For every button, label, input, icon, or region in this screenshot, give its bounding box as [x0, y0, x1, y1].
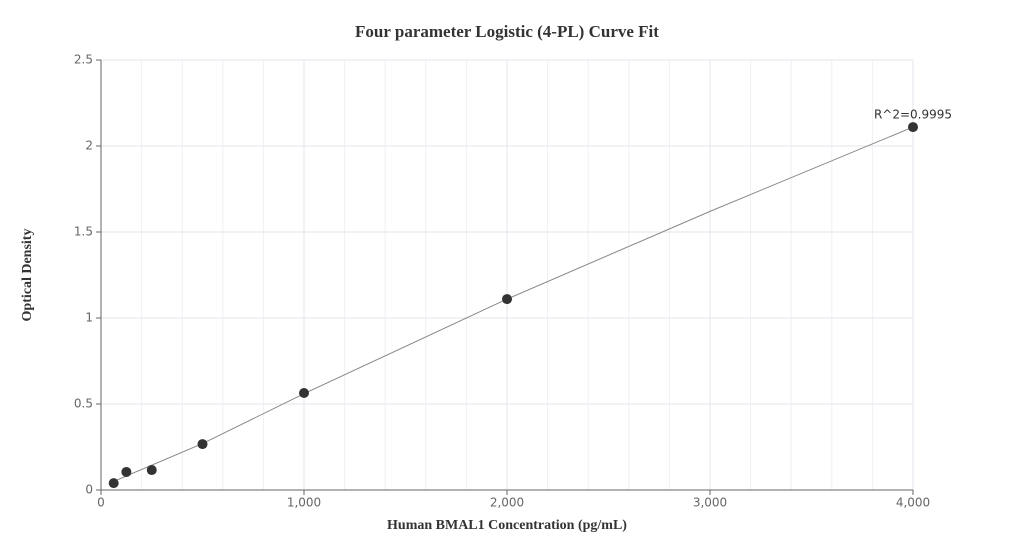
y-tick-label: 0.5: [74, 397, 93, 411]
chart-title: Four parameter Logistic (4-PL) Curve Fit: [355, 22, 659, 41]
data-point: [121, 466, 132, 477]
x-tick-label: 0: [97, 496, 105, 510]
x-tick-label: 4,000: [896, 496, 930, 510]
data-point: [108, 478, 119, 489]
data-point: [146, 465, 157, 476]
data-point: [299, 387, 309, 398]
data-point: [197, 439, 208, 450]
y-tick-label: 2: [85, 139, 93, 153]
fit-curve: [113, 126, 914, 482]
y-tick-label: 2.5: [74, 53, 93, 67]
annotation: R^2=0.9995: [874, 108, 952, 122]
x-tick-label: 1,000: [287, 496, 321, 510]
x-axis-label: Human BMAL1 Concentration (pg/mL): [387, 518, 627, 533]
data-point: [502, 294, 512, 305]
y-axis-label: Optical Density: [20, 229, 35, 322]
x-tick-label: 3,000: [693, 496, 727, 510]
y-tick-label: 1.5: [74, 225, 93, 239]
y-tick-label: 1: [85, 311, 93, 325]
data-point: [908, 122, 918, 133]
y-tick-label: 0: [85, 483, 93, 497]
x-tick-label: 2,000: [490, 496, 524, 510]
